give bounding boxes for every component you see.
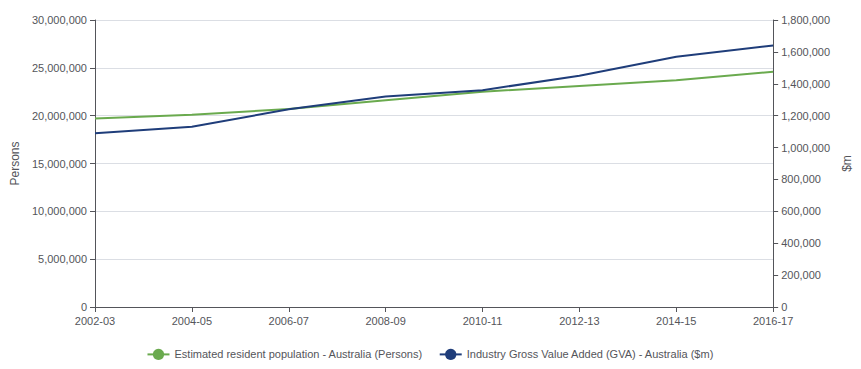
svg-text:Persons: Persons (8, 141, 22, 185)
svg-text:10,000,000: 10,000,000 (32, 205, 87, 217)
svg-text:2002-03: 2002-03 (75, 315, 115, 327)
svg-text:2014-15: 2014-15 (656, 315, 696, 327)
svg-text:25,000,000: 25,000,000 (32, 62, 87, 74)
svg-text:0: 0 (81, 301, 87, 313)
svg-text:1,600,000: 1,600,000 (781, 46, 830, 58)
svg-text:1,800,000: 1,800,000 (781, 14, 830, 26)
svg-text:2012-13: 2012-13 (559, 315, 599, 327)
svg-text:1,400,000: 1,400,000 (781, 78, 830, 90)
svg-text:600,000: 600,000 (781, 205, 821, 217)
svg-text:5,000,000: 5,000,000 (38, 253, 87, 265)
svg-text:30,000,000: 30,000,000 (32, 14, 87, 26)
svg-text:1,200,000: 1,200,000 (781, 110, 830, 122)
svg-text:2004-05: 2004-05 (172, 315, 212, 327)
svg-text:800,000: 800,000 (781, 173, 821, 185)
svg-text:200,000: 200,000 (781, 269, 821, 281)
svg-text:Estimated resident population: Estimated resident population - Australi… (174, 348, 422, 360)
svg-text:Industry Gross Value Added (GV: Industry Gross Value Added (GVA) - Austr… (467, 348, 714, 360)
svg-text:$m: $m (840, 155, 854, 172)
svg-text:2008-09: 2008-09 (365, 315, 405, 327)
svg-text:1,000,000: 1,000,000 (781, 142, 830, 154)
svg-text:2006-07: 2006-07 (269, 315, 309, 327)
svg-text:0: 0 (781, 301, 787, 313)
svg-text:15,000,000: 15,000,000 (32, 158, 87, 170)
svg-text:20,000,000: 20,000,000 (32, 110, 87, 122)
svg-text:2010-11: 2010-11 (463, 315, 503, 327)
svg-text:400,000: 400,000 (781, 237, 821, 249)
svg-text:2016-17: 2016-17 (753, 315, 793, 327)
